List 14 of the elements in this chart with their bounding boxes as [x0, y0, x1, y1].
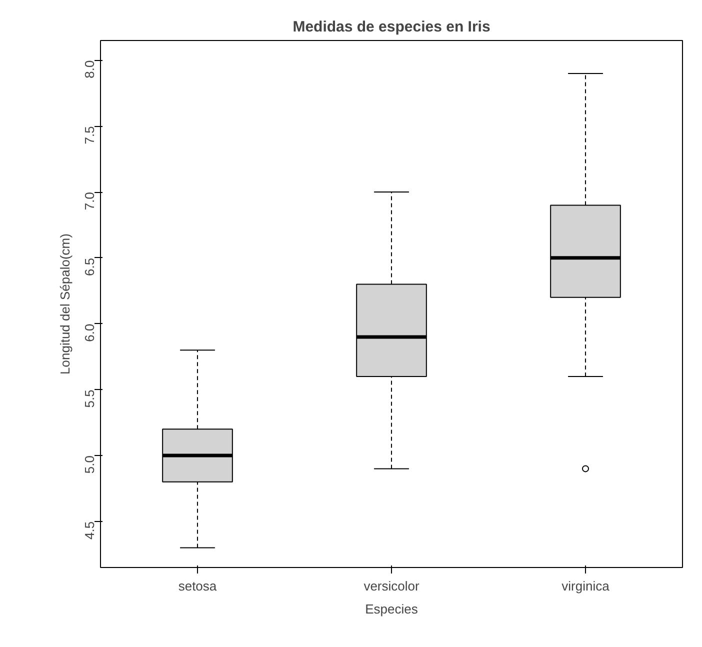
y-tick-label: 5.5 [82, 390, 97, 408]
y-tick-label: 6.0 [82, 324, 97, 342]
y-axis-title: Longitud del Sépalo(cm) [58, 234, 72, 374]
x-axis-title: Especies [365, 602, 418, 616]
y-tick-label: 8.0 [82, 60, 97, 78]
x-tick-label: virginica [562, 578, 610, 594]
y-tick-label: 6.5 [82, 258, 97, 276]
y-tick-label: 7.5 [82, 126, 97, 144]
y-tick-label: 5.0 [82, 456, 97, 474]
x-tick-label: versicolor [364, 578, 420, 594]
y-tick-label: 4.5 [82, 521, 97, 540]
chart-title: Medidas de especies en Iris [292, 18, 490, 36]
y-tick-label: 7.0 [82, 192, 97, 210]
x-tick-label: setosa [178, 578, 218, 594]
